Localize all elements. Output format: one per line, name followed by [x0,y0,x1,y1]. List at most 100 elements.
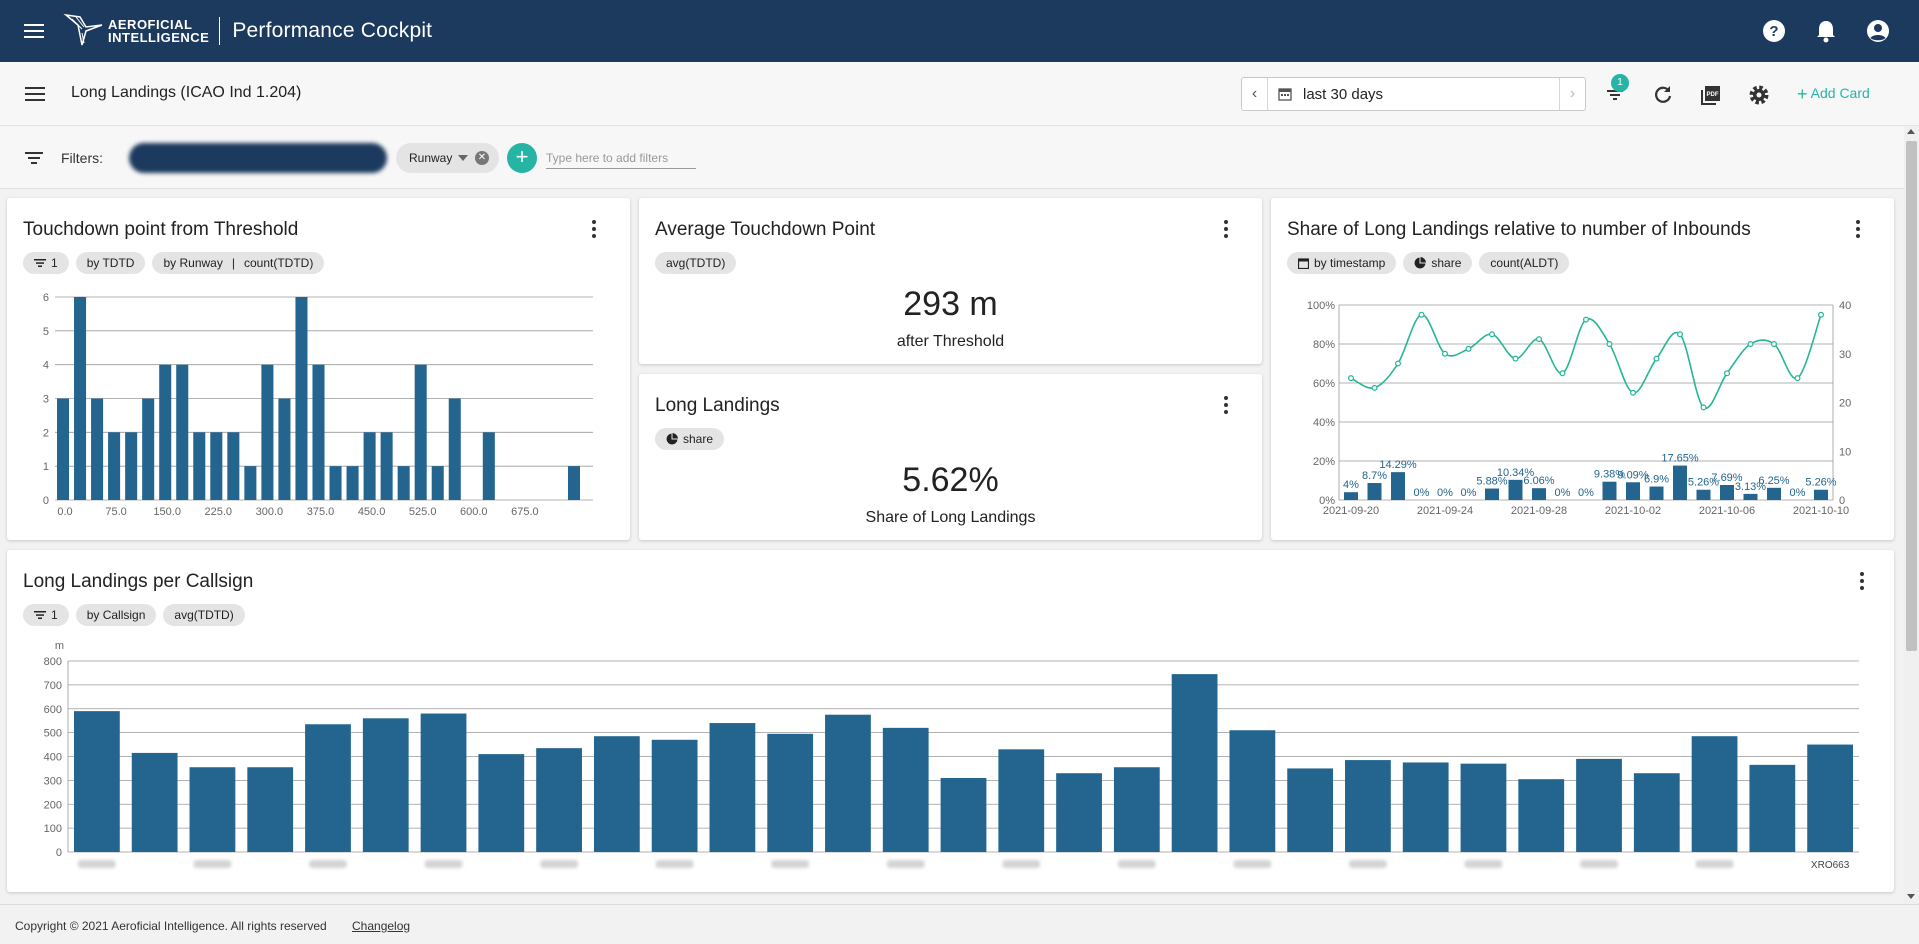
filter-input[interactable] [546,147,696,169]
inbounds-point [1771,341,1778,348]
more-vert-icon[interactable] [1854,220,1862,242]
filter-count-chip[interactable]: 1 [23,604,69,626]
logo-text: AEROFICIAL INTELLIGENCE [108,18,209,44]
airport-filter-chip[interactable] [129,143,387,173]
by-callsign-chip[interactable]: by Callsign [75,604,157,626]
dashboard-menu-icon[interactable] [23,84,47,104]
inbounds-point [1630,389,1637,396]
share-bar [1508,479,1523,500]
add-card-button[interactable]: + Add Card [1797,84,1870,105]
histogram-bar [482,432,495,500]
group-a-label: by Runway [163,256,223,270]
x-tick-label: 675.0 [511,506,539,518]
inbounds-point [1724,370,1731,377]
scrollbar-thumb[interactable] [1906,141,1917,651]
inbounds-point [1465,345,1472,352]
histogram-bar [108,432,121,500]
filter-count-chip[interactable]: 1 [23,252,69,274]
y-left-tick-label: 60% [1313,378,1335,390]
more-vert-icon[interactable] [590,220,598,242]
histogram-bar [193,432,206,500]
y-tick-label: 400 [44,752,62,764]
long-landings-label: Share of Long Landings [865,509,1036,526]
histogram-bar [227,432,240,500]
histogram-bar [210,432,223,500]
share-chip[interactable]: share [1403,252,1473,274]
callsign-bar [305,724,351,852]
share-bar-label: 6.06% [1523,475,1554,487]
chevron-left-icon[interactable]: ‹ [1242,78,1268,110]
blurred-x-tick-label [1002,860,1041,868]
avg-touchdown-card: Average Touchdown Point avg(TDTD) 293 m … [639,198,1262,364]
inbounds-point [1653,355,1660,362]
date-range-picker[interactable]: ‹ last 30 days › [1241,77,1586,111]
filter-count-label: 1 [51,256,58,270]
callsign-bar [1749,764,1796,852]
by-tdtd-chip[interactable]: by TDTD [75,252,146,274]
close-icon[interactable]: ✕ [475,151,489,165]
share-bar [1649,486,1664,500]
add-filter-button[interactable]: + [507,143,537,173]
avg-tdtd-chip[interactable]: avg(TDTD) [655,252,737,274]
share-bar [1743,493,1758,500]
group-b-label: count(TDTD) [243,256,314,270]
gear-icon[interactable] [1747,83,1771,107]
page-title: Long Landings (ICAO Ind 1.204) [71,84,302,101]
card-chips: share [655,428,725,450]
callsign-bar [1518,779,1565,852]
y-axis-unit: m [55,640,64,652]
more-vert-icon[interactable] [1222,220,1230,242]
more-vert-icon[interactable] [1858,572,1866,594]
app-logo[interactable]: AEROFICIAL INTELLIGENCE Performance Cock… [62,8,432,54]
runway-filter-chip[interactable]: Runway ✕ [396,143,499,173]
avg-tdtd-chip[interactable]: avg(TDTD) [163,604,245,626]
refresh-icon[interactable] [1651,83,1675,107]
x-tick-label: 150.0 [153,506,181,518]
inbounds-point [1583,316,1590,323]
changelog-link[interactable]: Changelog [352,919,411,933]
y-tick-label: 800 [44,656,62,668]
inbounds-point [1700,404,1707,411]
plus-icon: + [1797,84,1808,104]
group-chip[interactable]: by Runway | count(TDTD) [152,252,325,274]
help-icon[interactable]: ? [1760,17,1788,45]
logo-line2: INTELLIGENCE [108,30,210,45]
chevron-right-icon[interactable]: › [1559,78,1585,110]
blurred-x-tick-label [424,860,463,868]
pdf-icon[interactable]: PDF [1699,83,1723,107]
share-bar [1602,481,1617,500]
scroll-down-icon[interactable] [1907,894,1915,899]
x-tick-label: 0.0 [57,506,72,518]
histogram-bar [278,398,291,500]
scroll-up-icon[interactable] [1907,129,1915,134]
histogram-bar [448,398,461,500]
long-landings-value: 5.62% [902,461,999,499]
callsign-bar [709,723,756,852]
histogram-bar [346,466,359,500]
bell-icon[interactable] [1812,17,1840,45]
filter-icon[interactable] [24,150,44,166]
y-tick-label: 300 [44,775,62,787]
chevron-down-icon[interactable] [458,155,468,161]
callsign-bar [882,727,929,852]
y-tick-label: 500 [44,728,62,740]
y-left-tick-label: 100% [1307,300,1335,312]
share-bar-label: 14.29% [1379,459,1417,471]
x-tick-label: 2021-10-06 [1699,505,1755,517]
x-tick-label: 375.0 [307,506,335,518]
svg-text:PDF: PDF [1707,92,1719,98]
more-vert-icon[interactable] [1222,396,1230,418]
runway-chip-label: Runway [409,151,453,165]
x-tick-label: 225.0 [205,506,233,518]
blurred-x-tick-label [1233,860,1272,868]
histogram-bar [261,364,274,500]
share-chip[interactable]: share [655,428,725,450]
menu-icon[interactable] [22,19,46,43]
copyright-text: Copyright © 2021 Aeroficial Intelligence… [15,919,327,933]
filter-icon [34,259,46,267]
account-icon[interactable] [1864,17,1892,45]
count-aldt-chip[interactable]: count(ALDT) [1479,252,1570,274]
by-timestamp-chip[interactable]: by timestamp [1287,252,1397,274]
histogram-bar [397,466,410,500]
callsign-bar [189,767,236,852]
